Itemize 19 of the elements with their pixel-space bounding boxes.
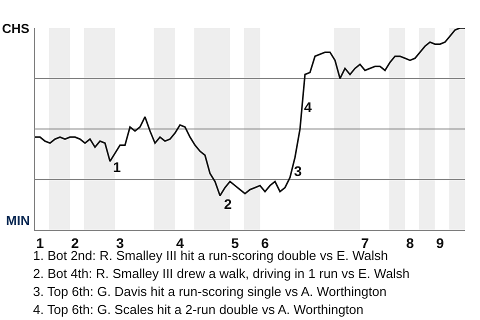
text: CHS	[2, 21, 30, 36]
annotation: 1	[113, 159, 121, 175]
x-tick-label: 7	[361, 234, 370, 251]
x-tick-label: 3	[116, 234, 124, 251]
annotation: 2	[224, 196, 232, 212]
text: 4. Top 6th: G. Scales hit a 2-run double vs A. Worthington	[33, 302, 364, 317]
x-tick-label: 1	[36, 234, 44, 251]
x-tick-label: 8	[406, 234, 414, 251]
x-tick-label: 4	[176, 234, 184, 251]
x-tick-label: 6	[261, 234, 270, 251]
annotation: 4	[304, 99, 312, 115]
x-tick-label: 2	[71, 234, 80, 251]
text: 3. Top 6th: G. Davis hit a run-scoring single vs A. Worthington	[33, 284, 387, 299]
text: 2. Bot 4th: R. Smalley III drew a walk, driving in 1 run vs E. Walsh	[33, 266, 410, 281]
x-tick-label: 5	[231, 234, 240, 251]
x-tick-label: 9	[436, 234, 444, 251]
text: MIN	[6, 213, 30, 228]
annotation: 3	[294, 163, 302, 179]
text: 1. Bot 2nd: R. Smalley III hit a run-scoring double vs E. Walsh	[33, 248, 388, 263]
